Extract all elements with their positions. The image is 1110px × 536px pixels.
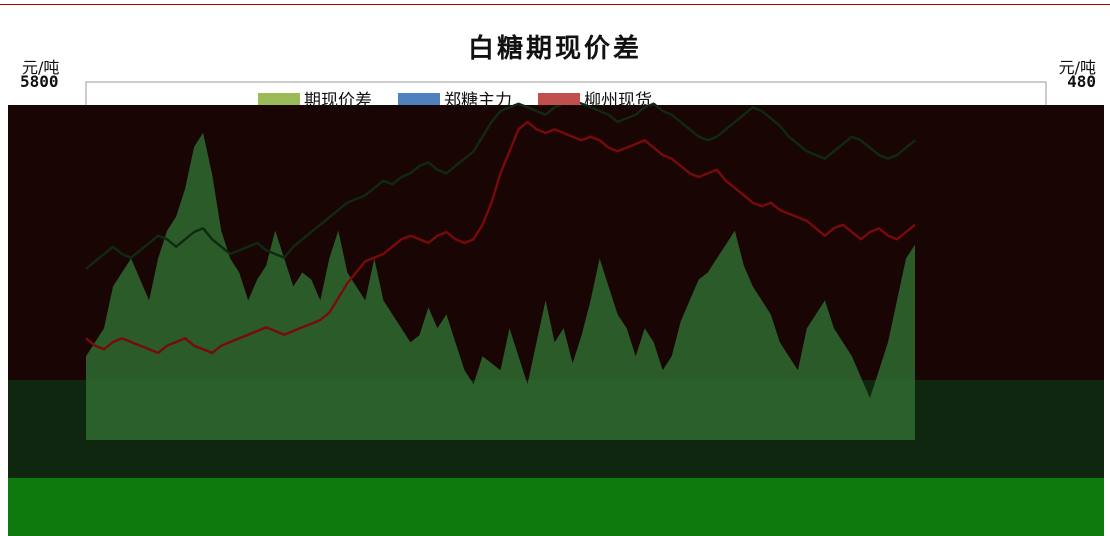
top-rule [0, 4, 1110, 5]
legend-label-futures: 郑糖主力 [444, 91, 512, 111]
series-area-spread [86, 132, 915, 440]
legend-item-futures: 郑糖主力 [398, 86, 512, 111]
right-axis-unit: 元/吨 [1058, 58, 1096, 77]
left-axis-unit: 元/吨 [22, 58, 60, 77]
plot-band-bottom [8, 478, 1104, 536]
left-axis-top-tick: 5800 [20, 72, 59, 91]
legend-item-spread: 期现价差 [258, 86, 372, 111]
legend-swatch-spot [538, 92, 580, 105]
chart-title: 白糖期现价差 [467, 34, 642, 64]
right-axis-top-tick: 480 [1067, 72, 1096, 91]
legend-label-spot: 柳州现货 [584, 91, 652, 111]
legend-item-spot: 柳州现货 [538, 86, 652, 111]
series-line-futures [85, 98, 916, 270]
legend-swatch-spread [258, 92, 300, 105]
legend-label-spread: 期现价差 [304, 91, 372, 111]
legend-swatch-futures [398, 92, 440, 105]
legend: 期现价差 郑糖主力 柳州现货 [258, 86, 678, 111]
series-line-spot [85, 120, 916, 355]
